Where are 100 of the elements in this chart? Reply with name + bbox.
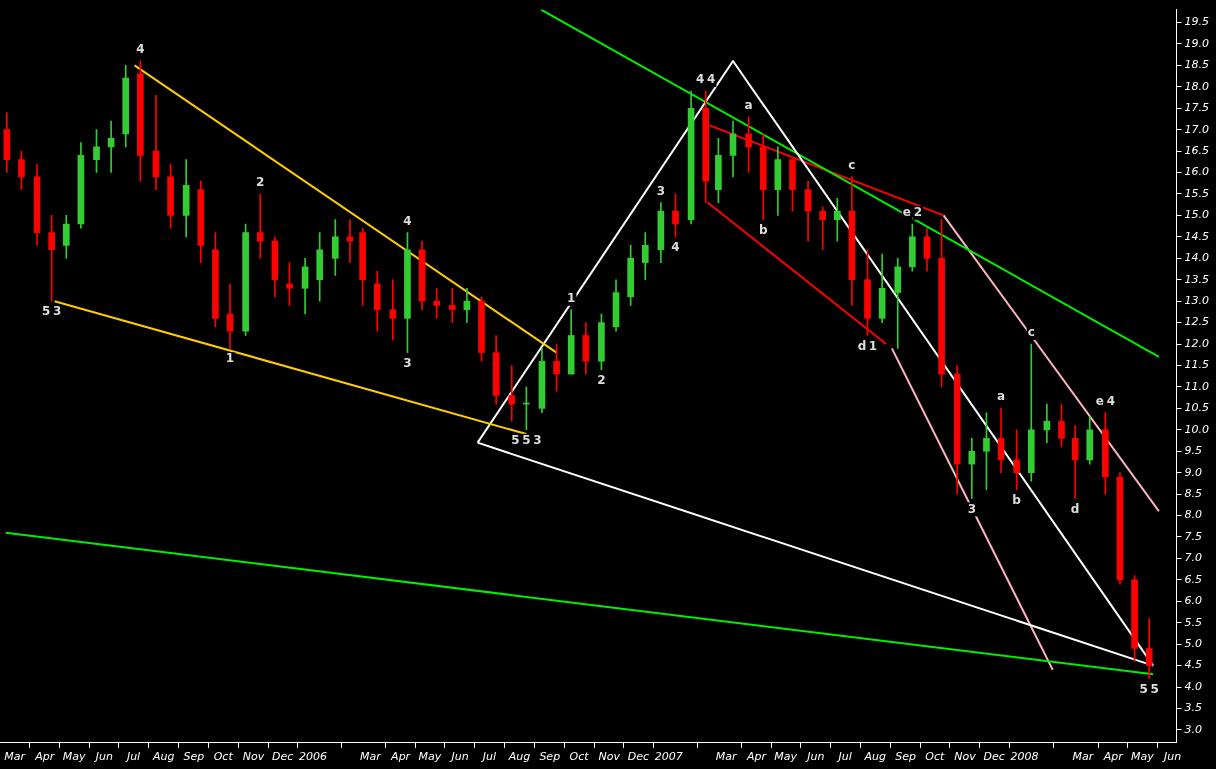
x-tick-label: Sep: [183, 750, 205, 764]
x-tick-label: Sep: [895, 750, 916, 764]
y-tick-label: 17.0: [1184, 122, 1210, 136]
annotation: 5: [522, 432, 531, 447]
annotation: 5: [511, 432, 520, 447]
x-tick-label: Dec: [627, 750, 650, 764]
y-tick-label: 15.0: [1184, 208, 1210, 222]
annotation: 4: [671, 239, 680, 254]
x-tick-label: Jun: [805, 750, 825, 764]
y-tick-label: 7.0: [1184, 551, 1203, 565]
y-tick-label: 11.5: [1184, 358, 1210, 372]
x-tick-label: Jun: [93, 750, 113, 764]
annotation: c: [848, 157, 856, 172]
x-tick-label: Dec: [272, 750, 294, 764]
x-tick-label: May: [774, 750, 798, 764]
x-tick-label: Dec: [983, 750, 1005, 764]
y-tick-label: 18.5: [1184, 58, 1210, 72]
y-tick-label: 10.0: [1184, 422, 1210, 436]
annotation: a: [997, 389, 1006, 404]
annotation: 2: [913, 205, 923, 220]
y-tick-label: 17.5: [1184, 101, 1210, 115]
x-tick-label: May: [62, 750, 86, 764]
annotation: 5: [41, 304, 51, 319]
y-tick-label: 8.0: [1184, 508, 1203, 522]
annotation: 1: [225, 351, 235, 366]
x-tick-label: Mar: [715, 750, 739, 764]
annotation: b: [758, 222, 768, 237]
x-tick-label: Apr: [34, 750, 56, 764]
x-tick-label: Aug: [863, 750, 887, 764]
x-tick-label: Nov: [598, 750, 621, 764]
annotation: 2: [597, 372, 606, 387]
annotation: 3: [967, 501, 976, 516]
x-tick-label: Mar: [1072, 750, 1095, 764]
y-tick-label: 16.0: [1184, 165, 1210, 179]
annotation: 3: [403, 355, 412, 370]
y-tick-label: 4.5: [1184, 658, 1203, 672]
y-tick-label: 9.5: [1184, 444, 1203, 458]
annotation: 1: [868, 338, 878, 353]
annotation: e: [902, 205, 911, 220]
x-tick-label: Oct: [213, 750, 234, 764]
x-tick-label: Apr: [1102, 750, 1125, 764]
x-tick-label: Apr: [745, 750, 768, 764]
annotation: b: [1012, 492, 1022, 507]
x-tick-label: Aug: [152, 750, 175, 764]
x-tick-label: May: [1131, 750, 1155, 764]
annotation: 3: [533, 432, 542, 447]
x-tick-label: 2006: [298, 750, 327, 764]
x-tick-label: Jun: [1162, 750, 1182, 764]
x-tick-label: Oct: [569, 750, 590, 764]
annotation: c: [1027, 325, 1035, 340]
annotation: 4: [707, 72, 716, 87]
y-tick-label: 3.5: [1184, 701, 1203, 715]
y-tick-label: 14.0: [1184, 251, 1210, 265]
x-tick-label: May: [418, 750, 442, 764]
y-tick-label: 7.5: [1184, 529, 1203, 543]
x-tick-label: Nov: [954, 750, 977, 764]
annotation: 1: [567, 290, 576, 305]
y-tick-label: 6.0: [1184, 594, 1203, 608]
x-tick-label: Jul: [836, 750, 852, 764]
annotation: 4: [403, 213, 412, 228]
y-tick-label: 13.5: [1184, 272, 1210, 286]
annotation: d: [857, 338, 867, 353]
x-tick-label: Nov: [242, 750, 265, 764]
annotation: 5: [1139, 681, 1148, 696]
y-tick-label: 8.5: [1184, 486, 1203, 500]
y-tick-label: 5.0: [1184, 637, 1203, 651]
x-tick-label: Aug: [507, 750, 531, 764]
y-tick-label: 9.0: [1184, 465, 1203, 479]
y-tick-label: 12.0: [1184, 336, 1210, 350]
annotation: e: [1095, 393, 1104, 408]
annotation: d: [1070, 501, 1080, 516]
x-tick-label: Sep: [539, 750, 561, 764]
y-tick-label: 13.0: [1184, 294, 1210, 308]
x-tick-label: Jun: [449, 750, 469, 764]
x-tick-label: Mar: [360, 750, 383, 764]
y-tick-label: 6.5: [1184, 572, 1203, 586]
annotation: 4: [696, 72, 705, 87]
y-tick-label: 12.5: [1184, 315, 1210, 329]
annotation: 4: [136, 42, 145, 57]
x-tick-label: Mar: [4, 750, 27, 764]
annotation: 3: [52, 304, 62, 319]
x-tick-label: 2007: [654, 750, 683, 764]
x-tick-label: Oct: [925, 750, 945, 764]
annotation: 2: [256, 175, 265, 190]
annotation: 4: [1106, 393, 1116, 408]
annotation: 5: [1150, 681, 1159, 696]
y-tick-label: 16.5: [1184, 143, 1210, 157]
y-tick-label: 5.5: [1184, 615, 1203, 629]
y-tick-label: 4.0: [1184, 679, 1203, 693]
y-tick-label: 19.5: [1184, 15, 1210, 29]
y-tick-label: 10.5: [1184, 401, 1210, 415]
y-tick-label: 3.0: [1184, 722, 1203, 736]
y-tick-label: 18.0: [1184, 79, 1210, 93]
y-tick-label: 11.0: [1184, 379, 1210, 393]
x-tick-label: Jul: [124, 750, 141, 764]
x-tick-label: 2008: [1010, 750, 1039, 764]
x-tick-label: Apr: [390, 750, 412, 764]
y-tick-label: 19.0: [1184, 36, 1210, 50]
x-tick-label: Jul: [480, 750, 496, 764]
y-tick-label: 15.5: [1184, 186, 1210, 200]
